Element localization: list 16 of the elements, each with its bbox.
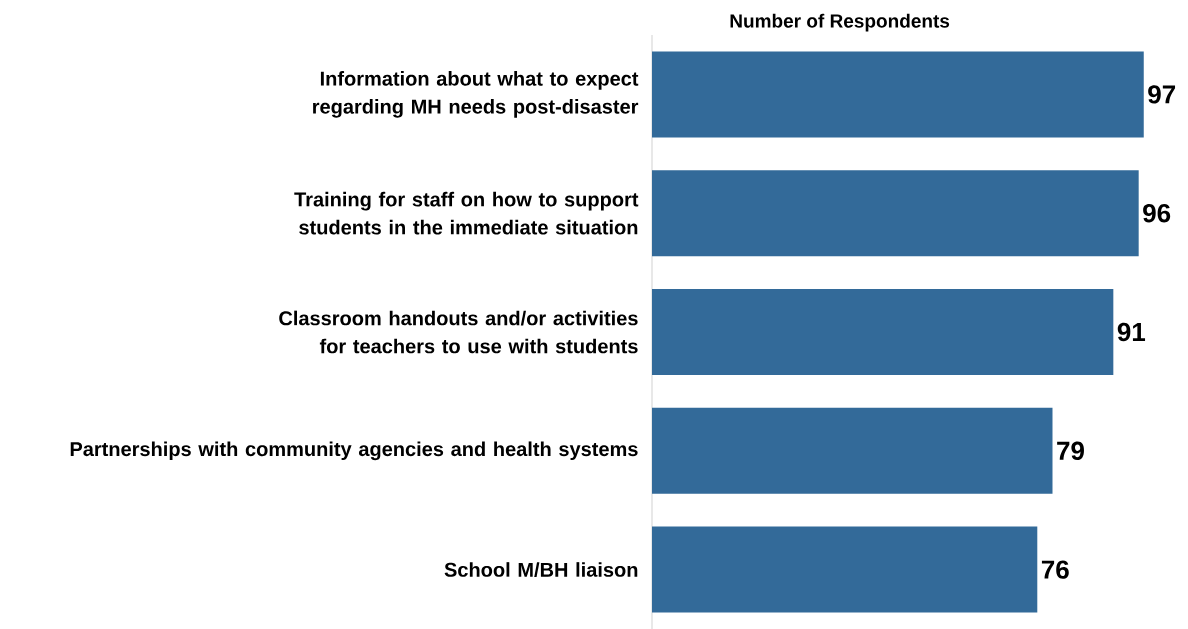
- data-label: 91: [1117, 322, 1146, 342]
- bar: [652, 170, 1139, 257]
- y-tick-label: School M/BH liaison: [444, 562, 638, 578]
- y-tick-label: Information about what to expect regarding MH needs post-disaster: [313, 71, 639, 118]
- y-tick-label: Partnerships with community agencies and health systems: [70, 441, 638, 461]
- x-axis-title: Number of Respondents: [730, 13, 950, 32]
- y-tick-label: Classroom handouts and/or activities for teachers to use with students: [279, 310, 638, 354]
- data-label: 79: [1057, 441, 1084, 461]
- data-label: 97: [1148, 85, 1176, 104]
- bar: [652, 51, 1144, 138]
- bar: [652, 526, 1038, 613]
- y-tick-label: Training for staff on how to support students in the immediate situation: [294, 191, 639, 235]
- bar: [652, 407, 1053, 494]
- data-label: 96: [1143, 204, 1171, 223]
- bar: [652, 289, 1114, 376]
- data-label: 76: [1041, 560, 1069, 579]
